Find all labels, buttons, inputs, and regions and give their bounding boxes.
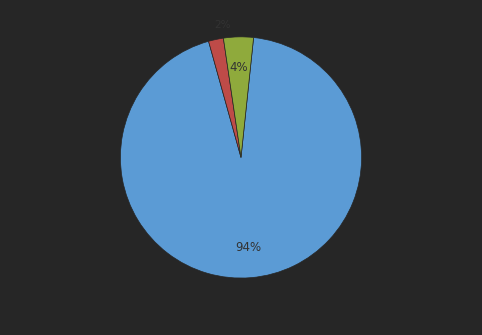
Text: 94%: 94% [236,241,262,254]
Wedge shape [223,37,254,157]
Text: 4%: 4% [230,61,248,73]
Wedge shape [120,38,362,278]
Wedge shape [209,38,241,157]
Text: 2%: 2% [214,20,231,30]
